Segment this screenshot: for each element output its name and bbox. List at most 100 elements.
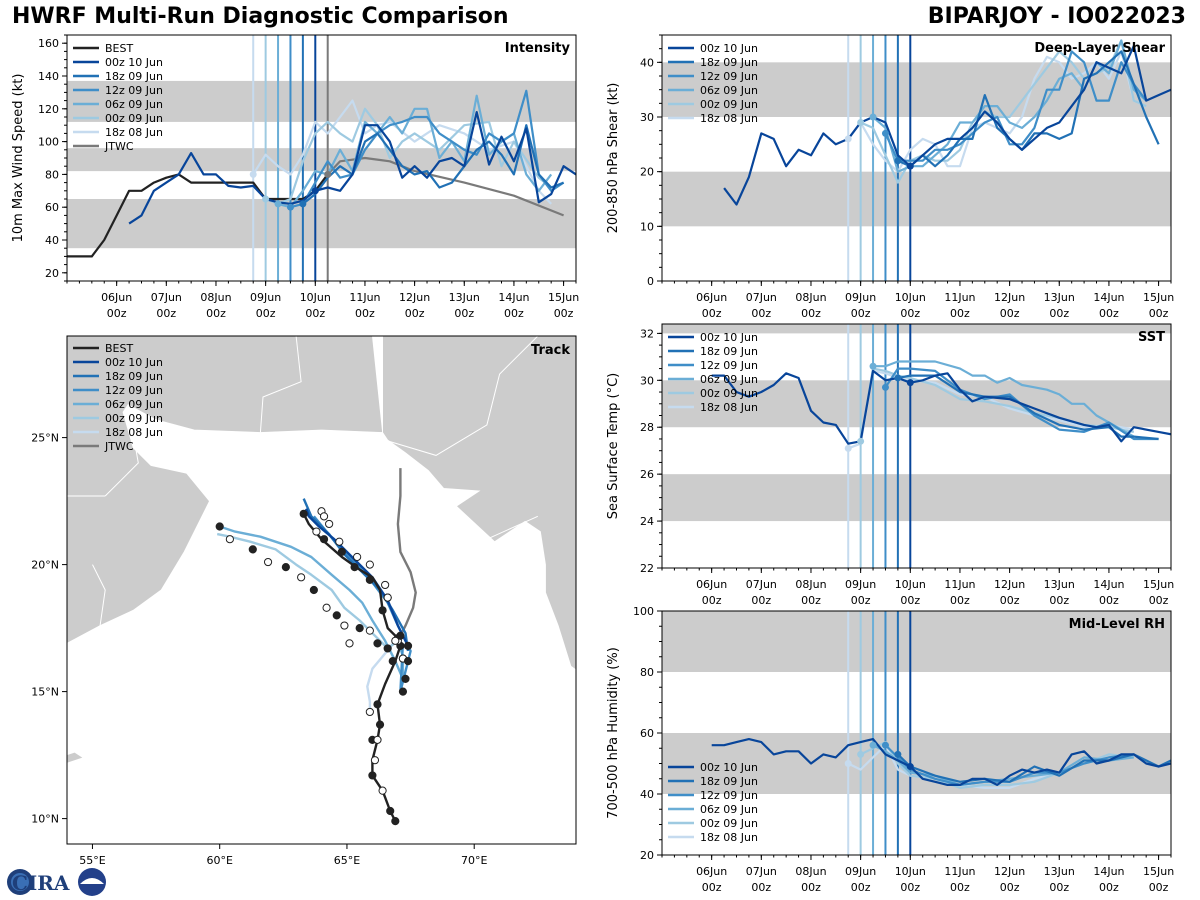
track-line: [305, 508, 410, 647]
x-tick-label: 00z: [851, 594, 871, 607]
x-tick-label: 00z: [1149, 307, 1169, 320]
storm-title: BIPARJOY - IO022023: [927, 4, 1186, 29]
x-tick-label: 10Jun: [300, 291, 331, 304]
x-tick-label: 13Jun: [1044, 578, 1075, 591]
y-tick-label: 30: [640, 111, 654, 124]
x-tick-label: 00z: [801, 307, 821, 320]
series-line: [290, 89, 565, 209]
init-point: [274, 200, 282, 208]
legend-label: 12z 09 Jun: [700, 359, 758, 372]
legend-label: 00z 10 Jun: [700, 42, 758, 55]
track-marker: [309, 585, 318, 595]
legend-label: 00z 09 Jun: [105, 112, 163, 125]
x-tick-label: 07Jun: [746, 865, 777, 878]
x-tick-label: 09Jun: [845, 291, 876, 304]
y-tick-label: 30: [640, 374, 654, 387]
track-marker: [335, 537, 344, 546]
cira-globe-inner-icon: [11, 873, 29, 891]
legend-label: 12z 09 Jun: [700, 789, 758, 802]
track-marker: [322, 603, 331, 612]
chart-panel-0: 20 40 60 80 100 120 140 160 06Jun 00z 07Jun 00z 08Ju…: [11, 34, 579, 320]
x-tick-label: 00z: [1000, 594, 1020, 607]
init-point: [844, 135, 852, 143]
x-tick-label: 14Jun: [1093, 578, 1124, 591]
legend-label: 18z 09 Jun: [700, 345, 758, 358]
legend-label: 06z 09 Jun: [700, 373, 758, 386]
init-point: [906, 379, 914, 387]
legend-label: 18z 08 Jun: [700, 112, 758, 125]
threshold-band: [662, 324, 1171, 334]
init-point: [906, 763, 914, 771]
x-tick-label: 00z: [156, 307, 176, 320]
track-marker: [373, 700, 382, 709]
x-tick-label: 15Jun: [1143, 291, 1174, 304]
track-marker: [337, 547, 346, 557]
x-tick-label: 06Jun: [696, 578, 727, 591]
x-tick-label: 09Jun: [845, 865, 876, 878]
init-point: [286, 203, 294, 211]
track-marker: [373, 735, 382, 744]
country-border: [384, 336, 539, 456]
x-tick-label: 00z: [900, 881, 920, 894]
init-point: [311, 187, 319, 195]
track-marker: [396, 631, 405, 640]
track-marker: [373, 639, 382, 648]
y-axis-label: 200-850 hPa Shear (kt): [606, 83, 621, 234]
panel-title: Mid-Level RH: [1069, 617, 1165, 632]
panel-title: Intensity: [505, 41, 571, 56]
track-marker: [281, 563, 290, 572]
x-tick-label: 00z: [1049, 881, 1069, 894]
track-marker: [383, 644, 392, 653]
series-line: [723, 44, 1171, 206]
chart-panel-3: 20 40 60 80 100 06Jun 00z 07Jun 00z 08Jun 00z 09Jun…: [606, 605, 1174, 894]
x-tick-label: 08Jun: [795, 578, 826, 591]
track-marker: [365, 707, 374, 717]
track-marker: [299, 509, 308, 518]
track-marker: [383, 593, 392, 602]
lat-tick-label: 25°N: [31, 432, 59, 445]
track-marker: [365, 560, 374, 569]
axes-frame: [661, 323, 1172, 569]
legend-label: 18z 09 Jun: [105, 70, 163, 83]
track-marker: [355, 624, 364, 633]
track-marker: [378, 786, 387, 795]
y-axis-label: 10m Max Wind Speed (kt): [11, 74, 26, 243]
lat-tick-label: 15°N: [31, 686, 59, 699]
lon-tick-label: 65°E: [334, 854, 360, 867]
init-point: [857, 118, 865, 126]
y-tick-label: 120: [38, 103, 59, 116]
x-tick-label: 00z: [454, 307, 474, 320]
y-tick-label: 80: [640, 666, 654, 679]
country-border: [92, 564, 106, 626]
x-tick-label: 13Jun: [1044, 291, 1075, 304]
x-tick-label: 06Jun: [696, 865, 727, 878]
track-marker: [297, 573, 306, 582]
init-point: [844, 444, 852, 452]
y-tick-label: 160: [38, 37, 59, 50]
x-tick-label: 14Jun: [1093, 865, 1124, 878]
x-tick-label: 00z: [1099, 594, 1119, 607]
track-marker: [319, 512, 329, 521]
x-tick-label: 00z: [801, 594, 821, 607]
y-tick-label: 100: [38, 136, 59, 149]
legend-label: 00z 10 Jun: [700, 331, 758, 344]
x-tick-label: 00z: [950, 307, 970, 320]
x-tick-label: 00z: [554, 307, 574, 320]
x-tick-label: 00z: [355, 307, 375, 320]
track-marker: [391, 817, 400, 826]
track-marker: [248, 545, 257, 554]
series-line: [872, 39, 1147, 173]
y-tick-label: 100: [633, 605, 654, 618]
y-tick-label: 140: [38, 70, 59, 83]
legend-label: 12z 09 Jun: [700, 70, 758, 83]
x-tick-label: 00z: [1049, 594, 1069, 607]
init-point: [906, 162, 914, 170]
track-line: [219, 525, 405, 681]
y-tick-label: 20: [640, 166, 654, 179]
y-tick-label: 40: [45, 234, 59, 247]
series-line: [897, 50, 1160, 168]
chart-plot-area: [662, 611, 1171, 855]
threshold-band: [67, 199, 576, 249]
x-tick-label: 11Jun: [944, 865, 975, 878]
y-tick-label: 0: [647, 275, 654, 288]
